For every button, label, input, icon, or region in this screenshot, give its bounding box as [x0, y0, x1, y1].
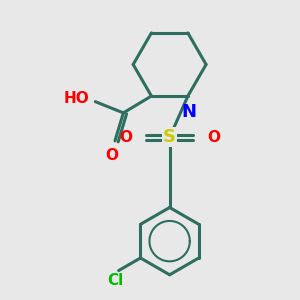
Text: O: O — [119, 130, 132, 145]
Text: S: S — [163, 128, 176, 146]
Text: N: N — [182, 103, 197, 121]
Text: O: O — [106, 148, 118, 163]
Text: O: O — [208, 130, 220, 145]
Text: Cl: Cl — [108, 273, 124, 288]
Text: HO: HO — [64, 91, 90, 106]
